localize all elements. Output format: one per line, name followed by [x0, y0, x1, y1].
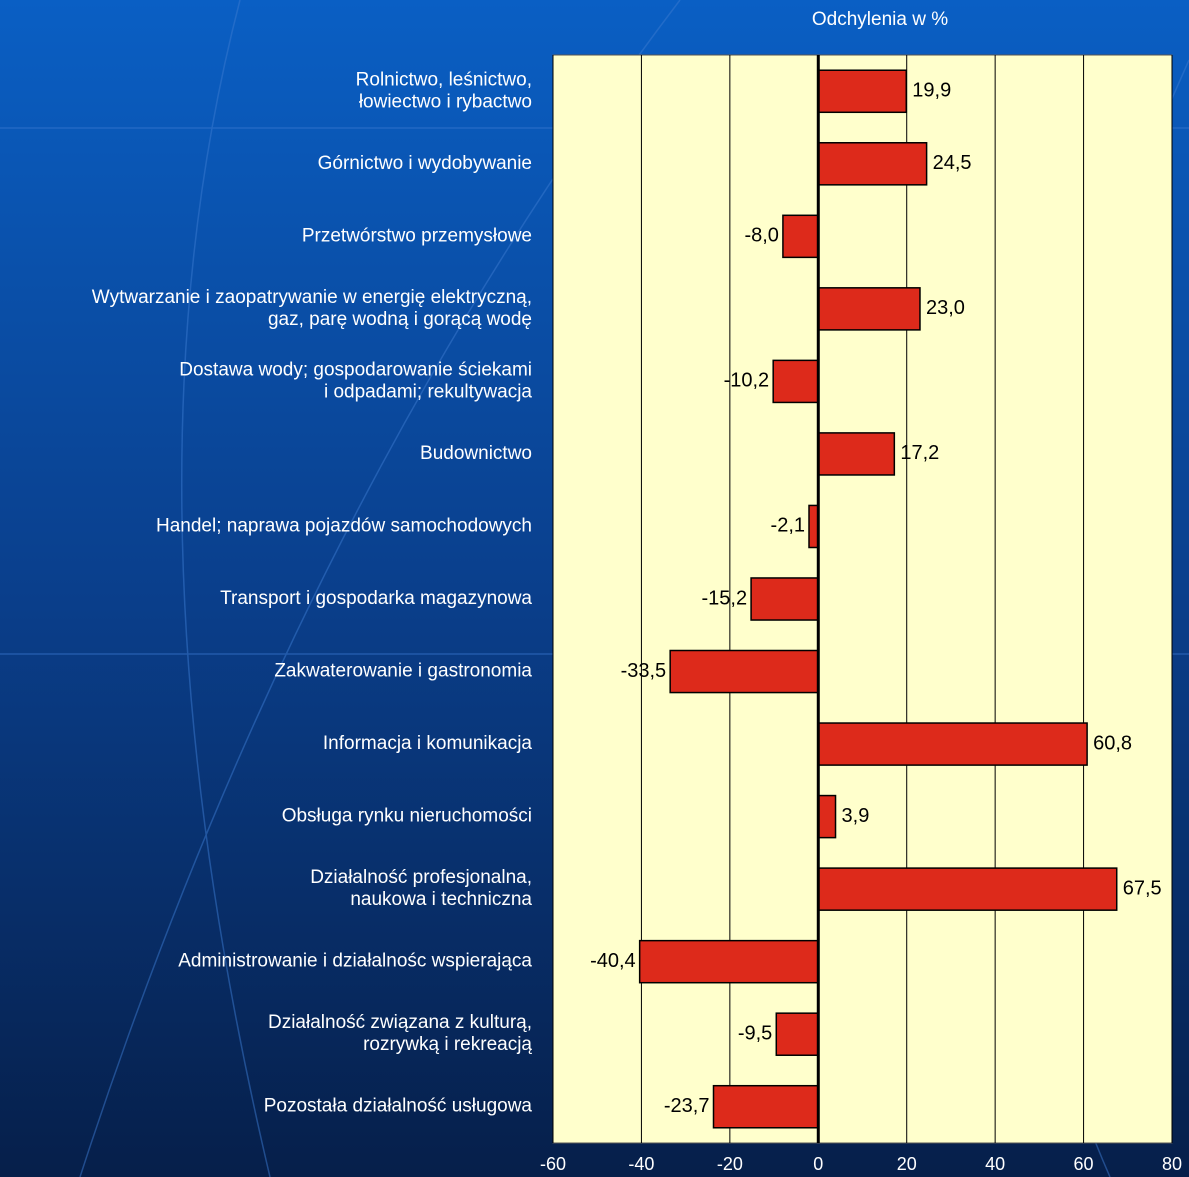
x-tick-label: 0: [813, 1154, 823, 1174]
y-tick-label: Budownictwo: [420, 443, 532, 464]
y-tick-label: Zakwaterowanie i gastronomia: [274, 661, 532, 682]
value-label: -40,4: [590, 950, 636, 972]
value-label: -15,2: [701, 587, 747, 609]
value-label: -33,5: [621, 660, 667, 682]
y-tick-label: Informacja i komunikacja: [323, 733, 533, 754]
bar: [775, 1012, 820, 1056]
bar: [669, 649, 820, 694]
value-label: 60,8: [1093, 732, 1132, 754]
value-label: 19,9: [912, 80, 951, 102]
y-tick-label: Rolnictwo, leśnictwo, łowiectwo i rybactw…: [356, 69, 532, 112]
chart-title: Odchylenia w %: [812, 9, 948, 30]
y-tick-label: Wytwarzanie i zaopatrywanie w energię el…: [92, 287, 532, 330]
bar: [772, 359, 820, 404]
value-label: -2,1: [771, 515, 805, 537]
y-tick-label: Administrowanie i działalnośc wspierając…: [178, 951, 532, 972]
bar: [817, 867, 1118, 911]
bar: [712, 1084, 820, 1129]
x-tick-label: 80: [1162, 1154, 1182, 1174]
bar: [638, 939, 820, 984]
bar: [817, 142, 928, 186]
bar: [750, 577, 820, 621]
y-tick-label: Handel; naprawa pojazdów samochodowych: [156, 515, 532, 536]
y-tick-label: Transport i gospodarka magazynowa: [220, 588, 532, 609]
x-tick-label: -20: [717, 1154, 743, 1174]
value-label: 23,0: [926, 297, 965, 319]
bar: [817, 794, 837, 839]
x-tick-label: -40: [628, 1154, 654, 1174]
x-tick-label: 20: [897, 1154, 917, 1174]
x-tick-label: -60: [540, 1154, 566, 1174]
bar: [817, 69, 908, 114]
value-label: 3,9: [842, 805, 870, 827]
x-tick-label: 40: [985, 1154, 1005, 1174]
value-label: -10,2: [724, 370, 770, 392]
value-label: 17,2: [900, 442, 939, 464]
value-label: -8,0: [744, 225, 778, 247]
bar: [782, 214, 820, 259]
y-tick-label: Obsługa rynku nieruchomości: [282, 806, 532, 827]
y-tick-label: Dostawa wody; gospodarowanie ściekami i o…: [179, 359, 532, 402]
x-tick-label: 60: [1074, 1154, 1094, 1174]
bar: [817, 432, 896, 476]
bar: [817, 287, 921, 331]
value-label: 24,5: [933, 152, 972, 174]
value-label: -9,5: [738, 1022, 772, 1044]
value-label: 67,5: [1123, 877, 1162, 899]
y-tick-label: Górnictwo i wydobywanie: [318, 153, 532, 174]
y-tick-label: Działalność profesjonalna, naukowa i tech…: [310, 867, 532, 910]
y-tick-label: Pozostała działalność usługowa: [264, 1096, 533, 1117]
y-tick-label: Przetwórstwo przemysłowe: [302, 225, 532, 246]
y-tick-label: Działalność związana z kulturą, rozrywką …: [268, 1012, 532, 1055]
bar: [817, 722, 1088, 766]
value-label: -23,7: [664, 1095, 710, 1117]
